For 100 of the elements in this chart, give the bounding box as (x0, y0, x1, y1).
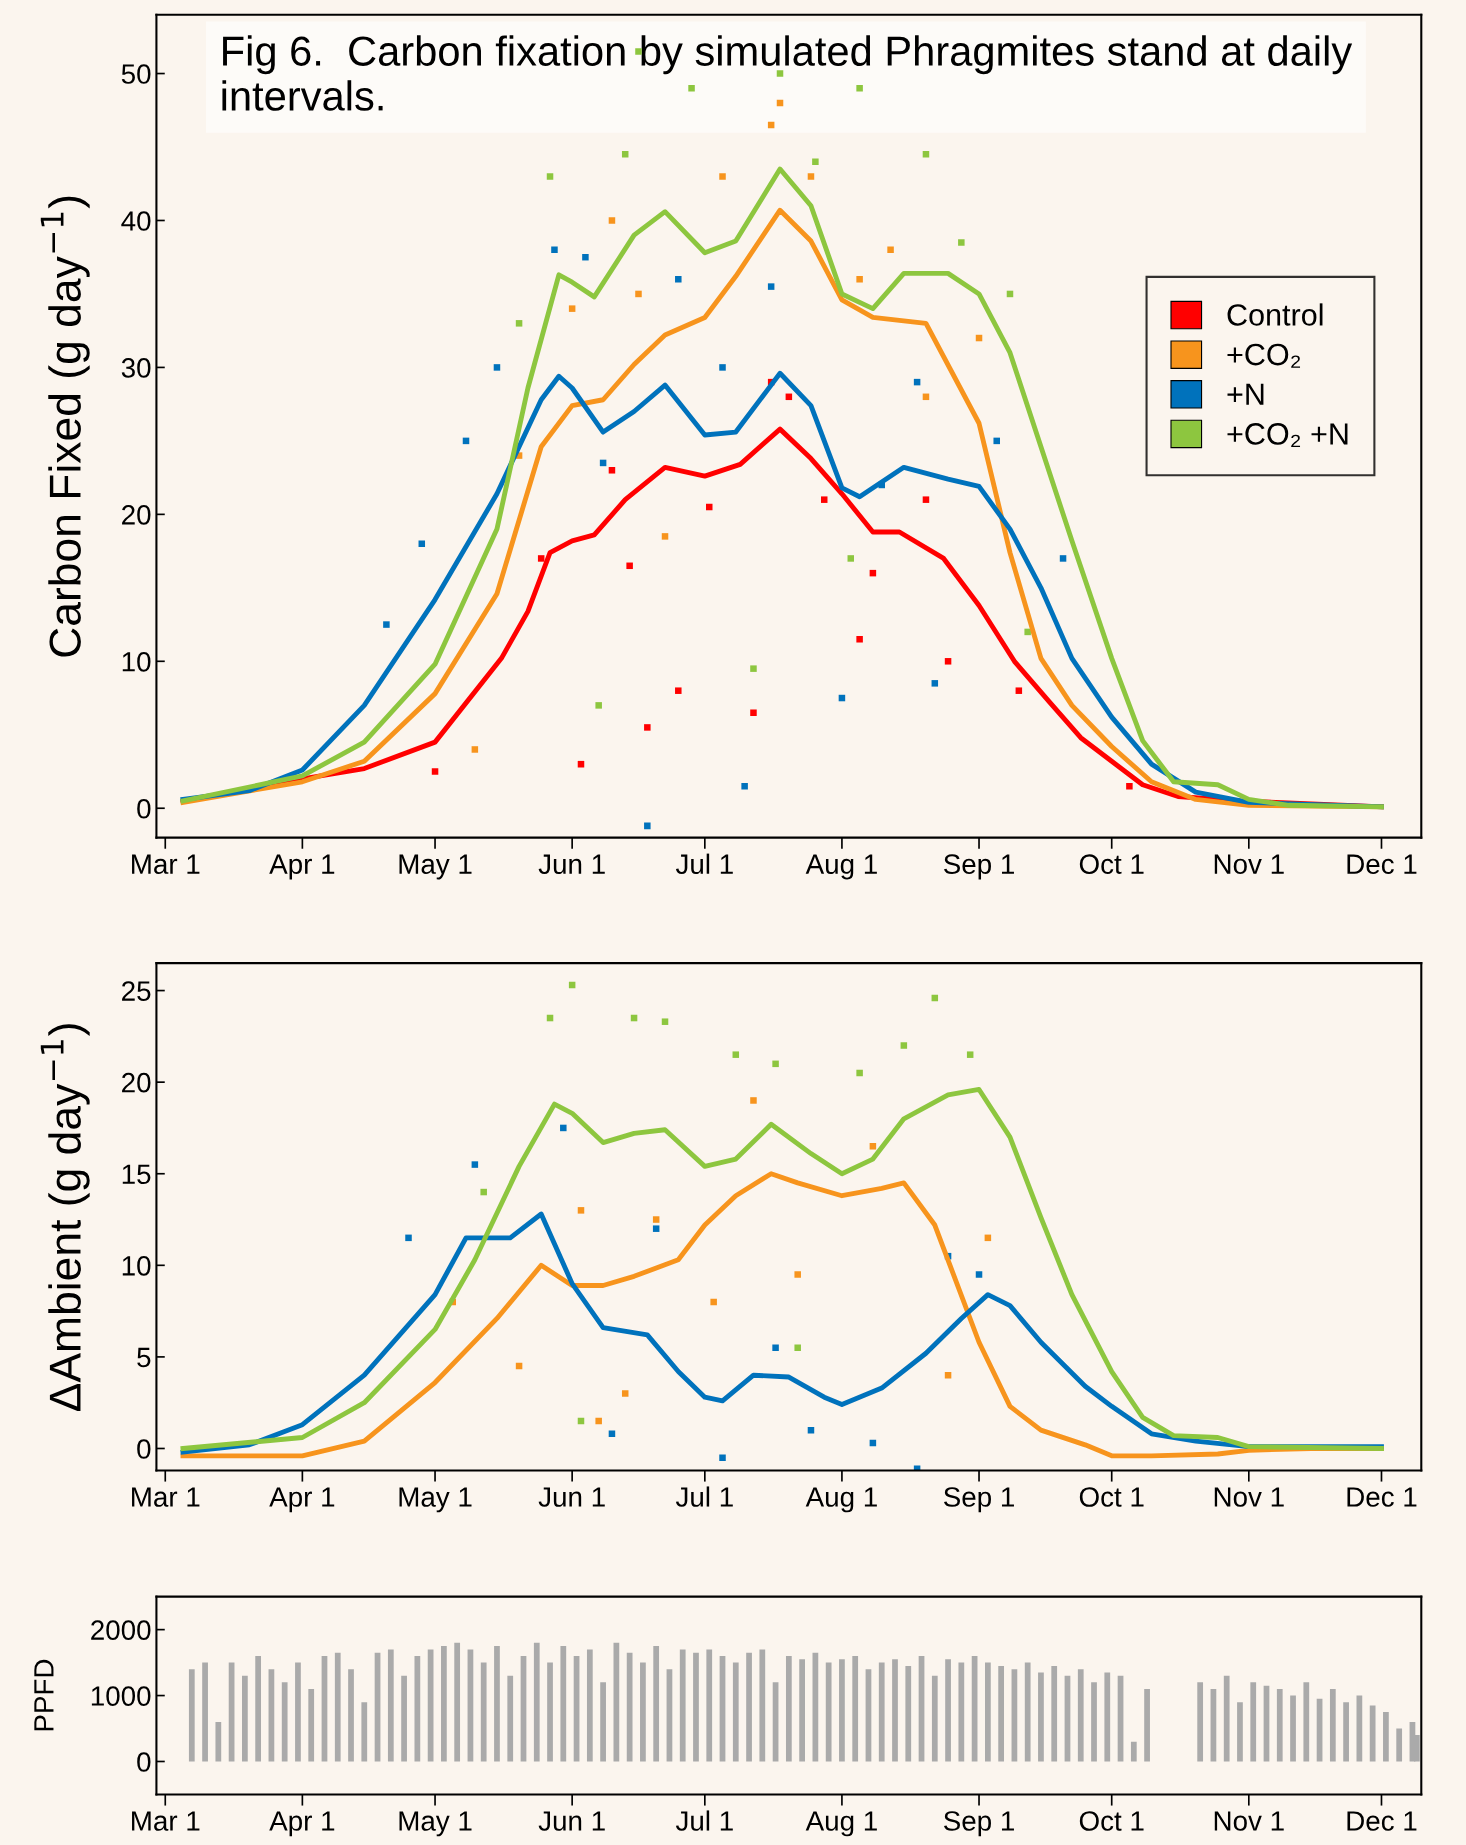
x-tick-label: May 1 (399, 1811, 472, 1837)
bar (785, 1656, 792, 1762)
point (577, 1207, 585, 1214)
bar (799, 1659, 805, 1762)
bar (1051, 1665, 1058, 1762)
point (922, 151, 930, 158)
bar (613, 1642, 620, 1762)
y-tick-label: 0 (137, 1752, 151, 1772)
point (661, 1018, 669, 1025)
bar (401, 1675, 407, 1762)
point (794, 1344, 801, 1351)
point (705, 503, 713, 511)
bar (706, 1649, 713, 1762)
point (1024, 628, 1031, 636)
y-tick-label: 5 (137, 1347, 151, 1368)
bar (1130, 1741, 1137, 1762)
x-tick-label: Nov 1 (1214, 1487, 1284, 1507)
point (750, 709, 757, 716)
x-tick-label: Oct 1 (1079, 854, 1144, 875)
point (975, 1271, 983, 1278)
x-tick-label: Sep 1 (944, 1811, 1014, 1837)
x-tick-label: Dec 1 (1347, 1487, 1417, 1507)
point (922, 496, 930, 503)
x-tick-label: Apr 1 (269, 1487, 335, 1513)
point (652, 1216, 660, 1223)
point (480, 1188, 487, 1196)
line-series (180, 1087, 1384, 1451)
y-tick-label: 10 (122, 1255, 151, 1276)
bar (746, 1652, 752, 1762)
bar (1077, 1669, 1084, 1762)
point (900, 1042, 908, 1049)
x-tick-label: Sep 1 (944, 854, 1014, 880)
bar (1343, 1702, 1349, 1762)
y-tick-label: 15 (122, 1164, 151, 1185)
y-tick-label: 25 (122, 981, 151, 1001)
point (515, 320, 523, 327)
legend-label: Control (1227, 303, 1323, 326)
point (644, 822, 651, 830)
x-tick-label: Apr 1 (269, 1811, 335, 1837)
bar (1356, 1695, 1363, 1762)
x-tick-label: Dec 1 (1347, 1811, 1417, 1831)
bar (387, 1649, 394, 1762)
bar (759, 1649, 766, 1762)
bar (626, 1652, 633, 1762)
legend-label: +CO₂ +N (1227, 423, 1348, 448)
bar (1329, 1688, 1336, 1762)
bar (1369, 1705, 1376, 1762)
point (568, 305, 576, 312)
bar (905, 1665, 912, 1762)
point (856, 1069, 863, 1077)
x-tick-label: Nov 1 (1214, 1811, 1284, 1831)
point (741, 782, 748, 790)
x-tick-label: Apr 1 (269, 854, 335, 880)
point (719, 1454, 726, 1461)
x-tick-label: Mar 1 (132, 1811, 200, 1831)
bar (1197, 1682, 1204, 1762)
point (635, 290, 642, 298)
y-axis-title: PPFD (34, 1659, 54, 1731)
bar (255, 1656, 262, 1762)
point (626, 562, 633, 570)
bar (985, 1662, 991, 1762)
x-tick-label: Aug 1 (805, 854, 877, 880)
bar (547, 1662, 553, 1762)
y-tick-label: 0 (137, 798, 151, 819)
y-tick-label: 20 (122, 505, 151, 525)
bar (560, 1646, 567, 1762)
point (993, 437, 1000, 445)
bar (1104, 1672, 1111, 1762)
bar (892, 1659, 898, 1762)
bar (732, 1662, 739, 1762)
bar (414, 1656, 421, 1762)
y-tick-label: 2000 (91, 1620, 151, 1640)
bar (308, 1688, 315, 1762)
point (661, 533, 669, 540)
x-tick-label: Jun 1 (538, 854, 605, 875)
x-tick-label: Aug 1 (805, 1487, 877, 1513)
bar (533, 1642, 540, 1762)
bar (852, 1656, 859, 1762)
y-axis-title: Carbon Fixed (g day$^{−1}$) (40, 196, 90, 657)
y-axis-title: ΔAmbient (g day$^{−1}$) (40, 1024, 90, 1412)
bar (242, 1675, 248, 1762)
point (595, 702, 602, 709)
point (1015, 687, 1023, 694)
y-tick-label: 0 (137, 1439, 151, 1459)
point (856, 84, 863, 92)
legend-label: +CO₂ (1227, 343, 1301, 368)
point (812, 158, 819, 165)
y-tick-label: 30 (121, 358, 151, 378)
x-tick-label: Mar 1 (132, 1487, 200, 1507)
point (560, 1124, 567, 1132)
point (471, 1161, 479, 1168)
point (582, 253, 589, 261)
point (621, 1390, 629, 1397)
text: Fig 6. Carbon fixation by simulated Phragmites stand at daily intervals. (222, 35, 1353, 111)
bar (825, 1662, 832, 1762)
point (675, 687, 682, 694)
bar (640, 1662, 646, 1762)
bar (215, 1721, 222, 1762)
point (772, 1060, 779, 1068)
point (644, 724, 651, 731)
